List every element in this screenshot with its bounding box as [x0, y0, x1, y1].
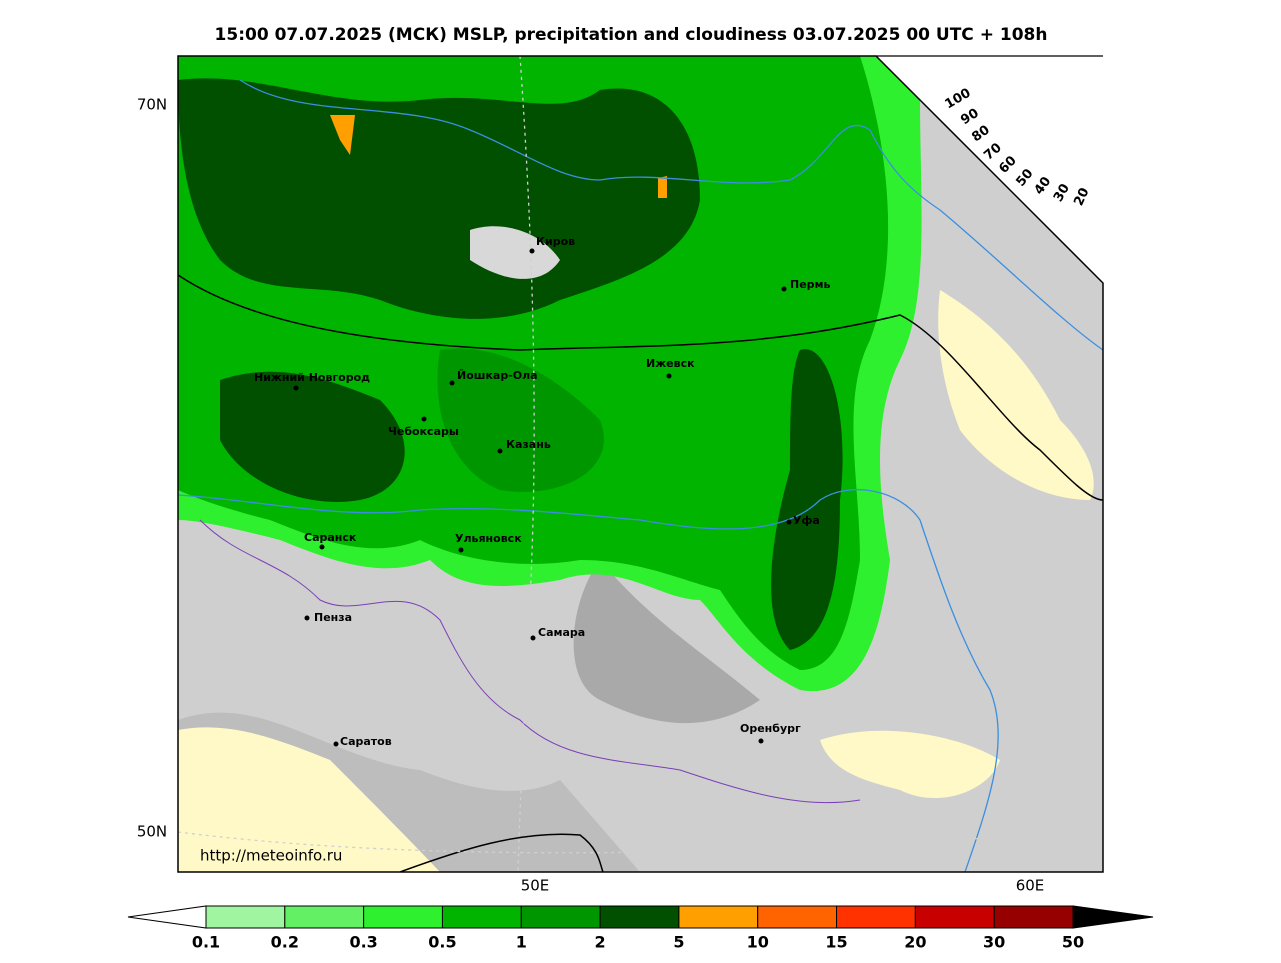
source-url: http://meteoinfo.ru [200, 847, 342, 865]
lon-label: 60E [1016, 877, 1045, 895]
city-label: Уфа [793, 514, 820, 527]
colorbar-swatch [836, 905, 916, 929]
title: 15:00 07.07.2025 (МСК) MSLP, precipitati… [215, 25, 1048, 45]
city-dot [758, 738, 764, 744]
isobar [399, 833, 604, 872]
city-label: Самара [538, 626, 585, 639]
clear-area [938, 290, 1094, 500]
city-dot [319, 544, 325, 550]
cloud-scale-label: 60 [996, 153, 1019, 176]
cloud-field [573, 560, 760, 724]
precip-5-10 [330, 115, 355, 155]
cloud-gap [470, 226, 560, 279]
city-label: Оренбург [740, 722, 801, 735]
colorbar-swatch [757, 905, 838, 929]
precip-2-5 [771, 349, 843, 650]
colorbar-swatch [993, 905, 1074, 929]
city-dot [530, 635, 536, 641]
colorbar-swatch [363, 905, 443, 929]
colorbar-over [1072, 905, 1154, 929]
city-label: Нижний Новгород [254, 371, 370, 384]
lat-label: 70N [137, 96, 167, 114]
city-dot [529, 248, 535, 254]
colorbar-label: 10 [747, 933, 769, 952]
precip-5-10 [658, 176, 667, 198]
city-label: Йошкар-Ола [457, 369, 538, 382]
lon-label: 50E [521, 877, 550, 895]
colorbar-label: 5 [673, 933, 684, 952]
city-dot [781, 286, 787, 292]
city-dot [304, 615, 310, 621]
colorbar-label: 20 [904, 933, 926, 952]
city-label: Саранск [304, 531, 357, 544]
city-dot [293, 385, 299, 391]
cloud-scale-label: 30 [1051, 181, 1073, 204]
clear-area [178, 727, 440, 872]
colorbar-swatch [520, 905, 601, 929]
city-label: Киров [536, 235, 575, 248]
colorbar-swatch [441, 905, 522, 929]
city-dot [421, 416, 427, 422]
city-label: Ульяновск [455, 532, 522, 545]
map-frame [177, 55, 1104, 873]
city-dot [458, 547, 464, 553]
cloud-scale-fan [973, 66, 1103, 186]
river [239, 79, 1103, 351]
isobar [178, 274, 1103, 501]
colorbar-label: 0.5 [428, 933, 456, 952]
precip-2-5 [178, 78, 700, 319]
lat-label: 50N [137, 823, 167, 841]
city-label: Ижевск [646, 357, 695, 370]
colorbar-swatch [205, 905, 286, 929]
colorbar-label: 15 [825, 933, 847, 952]
colorbar: 0.1 0.2 0.3 0.5 1 2 5 10 15 20 30 50 [127, 905, 1154, 952]
city-label: Пермь [790, 278, 831, 291]
city-dot [666, 373, 672, 379]
colorbar-label: 0.2 [271, 933, 299, 952]
colorbar-label: 30 [983, 933, 1005, 952]
cloud-scale-label: 40 [1032, 174, 1055, 197]
colorbar-label: 50 [1062, 933, 1084, 952]
city-dot [786, 519, 792, 525]
city-dot [333, 741, 339, 747]
city-label: Пенза [314, 611, 352, 624]
colorbar-swatch [914, 905, 995, 929]
city-label: Чебоксары [388, 425, 459, 438]
colorbar-label: 0.1 [192, 933, 220, 952]
cloud-scale-label: 90 [958, 106, 981, 128]
cities: Киров Пермь Нижний Новгород Йошкар-Ола Ижевс… [254, 235, 831, 748]
cloud-scale-label: 80 [969, 123, 992, 146]
city-label: Казань [506, 438, 551, 451]
colorbar-label: 1 [516, 933, 527, 952]
colorbar-under [127, 905, 207, 929]
colorbar-label: 2 [595, 933, 606, 952]
cloud-scale-label: 20 [1071, 186, 1092, 209]
city-dot [497, 448, 503, 454]
map-area [178, 56, 1103, 872]
colorbar-swatch [678, 905, 759, 929]
precip-1-2 [437, 348, 604, 492]
colorbar-label: 0.3 [349, 933, 377, 952]
colorbar-swatch [599, 905, 680, 929]
precip-2-5 [220, 371, 405, 502]
city-label: Саратов [340, 735, 392, 748]
city-dot [449, 380, 455, 386]
graticule [178, 56, 1103, 872]
river [178, 488, 999, 872]
border [199, 519, 861, 804]
clear-area [820, 730, 1000, 799]
colorbar-swatch [284, 905, 365, 929]
